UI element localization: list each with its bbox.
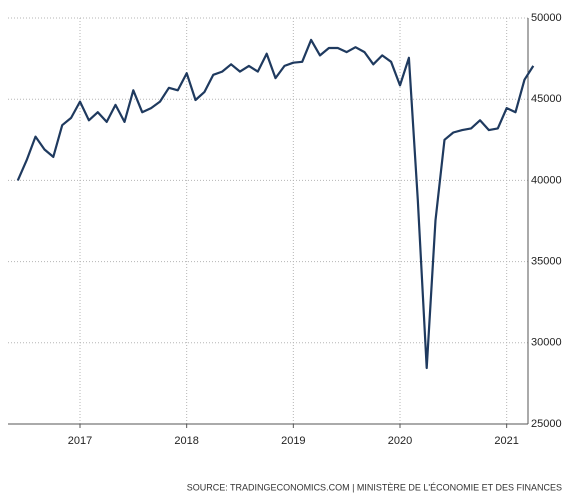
x-tick-label: 2017: [68, 435, 92, 447]
y-tick-label: 35000: [531, 256, 562, 268]
source-note: SOURCE: TRADINGECONOMICS.COM | MINISTÈRE…: [187, 482, 562, 492]
x-tick-label: 2021: [494, 435, 518, 447]
x-tick-label: 2018: [174, 435, 198, 447]
line-series: [16, 38, 535, 370]
x-tick-label: 2019: [281, 435, 305, 447]
y-tick-label: 50000: [531, 12, 562, 24]
x-tick-label: 2020: [388, 435, 412, 447]
y-tick-label: 45000: [531, 93, 562, 105]
y-tick-label: 25000: [531, 418, 562, 430]
y-tick-label: 40000: [531, 174, 562, 186]
y-tick-label: 30000: [531, 337, 562, 349]
